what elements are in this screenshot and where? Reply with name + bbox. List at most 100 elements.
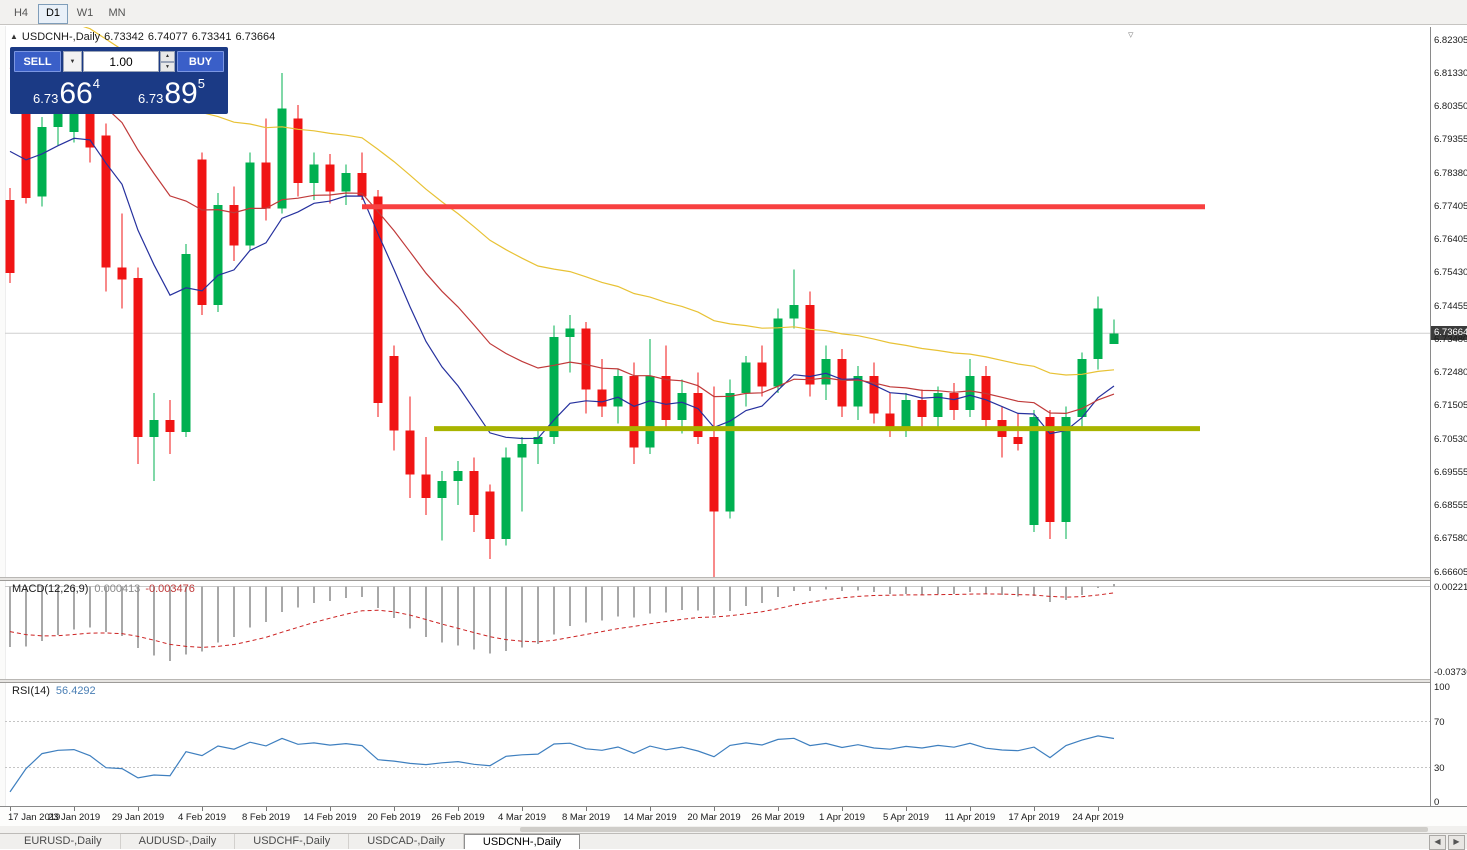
time-axis[interactable]: 17 Jan 2019 23 Jan 2019 29 Jan 2019 4 Feb 2… bbox=[0, 806, 1467, 826]
time-axis-tick bbox=[970, 807, 971, 811]
chart-workspace: ▲ USDCNH-,Daily 6.73342 6.74077 6.73341 6.736… bbox=[0, 26, 1467, 850]
date-label: 5 Apr 2019 bbox=[883, 812, 929, 823]
date-label: 11 Apr 2019 bbox=[944, 812, 996, 823]
main-chart-canvas[interactable] bbox=[5, 27, 1430, 577]
time-axis-tick bbox=[778, 807, 779, 811]
symbol-tab-usdcad[interactable]: USDCAD-,Daily bbox=[349, 834, 464, 849]
symbol-tab-eurusd[interactable]: EURUSD-,Daily bbox=[6, 834, 121, 849]
date-label: 1 Apr 2019 bbox=[819, 812, 865, 823]
time-axis-tick bbox=[330, 807, 331, 811]
date-label: 17 Jan 2019 bbox=[8, 812, 61, 823]
price-axis-label: 6.79355 bbox=[1434, 134, 1467, 145]
date-label: 23 Jan 2019 bbox=[47, 812, 101, 823]
symbol-tab-usdchf[interactable]: USDCHF-,Daily bbox=[235, 834, 350, 849]
price-axis-label: 6.82305 bbox=[1434, 35, 1467, 46]
timeframe-button-w1[interactable]: W1 bbox=[76, 7, 94, 19]
date-label: 17 Apr 2019 bbox=[1008, 812, 1060, 823]
symbol-tab-audusd[interactable]: AUDUSD-,Daily bbox=[121, 834, 236, 849]
date-label: 26 Mar 2019 bbox=[751, 812, 805, 823]
volume-dropdown[interactable]: ▼ bbox=[63, 51, 82, 72]
date-label: 8 Mar 2019 bbox=[561, 812, 611, 823]
price-axis-label: 6.76405 bbox=[1434, 234, 1467, 245]
price-axis-label: 6.81330 bbox=[1434, 68, 1467, 79]
volume-stepper: ▲ ▼ bbox=[160, 51, 175, 72]
close-value: 6.73664 bbox=[235, 31, 276, 43]
rsi-panel-resize-handle[interactable] bbox=[0, 679, 1467, 683]
symbol-period-label: USDCNH-,Daily bbox=[21, 31, 101, 43]
timeframe-button-d1[interactable]: D1 bbox=[38, 4, 68, 24]
date-label: 14 Mar 2019 bbox=[623, 812, 677, 823]
rsi-axis-label: 100 bbox=[1434, 682, 1450, 693]
ohlc-header: ▲ USDCNH-,Daily 6.73342 6.74077 6.73341 6.736… bbox=[10, 31, 279, 43]
time-axis-tick bbox=[1098, 807, 1099, 811]
timeframe-toolbar: H4 D1 W1 MN bbox=[0, 0, 1467, 25]
date-label: 8 Feb 2019 bbox=[241, 812, 291, 823]
macd-canvas[interactable] bbox=[5, 581, 1430, 679]
sell-price-display: 6.73 66 4 bbox=[33, 76, 100, 110]
time-axis-tick bbox=[74, 807, 75, 811]
price-axis[interactable]: 6.73664 6.82305 6.81330 6.80350 6.79355 6.78… bbox=[1430, 27, 1467, 808]
price-axis-label: 6.80350 bbox=[1434, 101, 1467, 112]
time-axis-tick bbox=[138, 807, 139, 811]
chart-tab-bar: EURUSD-,Daily AUDUSD-,Daily USDCHF-,Daily U… bbox=[0, 833, 1467, 850]
date-label: 14 Feb 2019 bbox=[303, 812, 357, 823]
price-axis-label: 6.70530 bbox=[1434, 434, 1467, 445]
scrollbar-thumb[interactable] bbox=[520, 827, 1428, 832]
price-axis-label: 6.71505 bbox=[1434, 400, 1467, 411]
horizontal-scrollbar[interactable] bbox=[0, 826, 1467, 833]
buy-button[interactable]: BUY bbox=[177, 51, 224, 72]
tab-spacer bbox=[580, 834, 1429, 849]
time-axis-tick bbox=[266, 807, 267, 811]
price-axis-label: 6.75430 bbox=[1434, 267, 1467, 278]
stepper-down-icon[interactable]: ▼ bbox=[160, 61, 175, 72]
price-axis-label: 6.74455 bbox=[1434, 301, 1467, 312]
tab-scroll-right-icon[interactable]: ▶ bbox=[1448, 835, 1465, 850]
price-axis-label: 6.69555 bbox=[1434, 467, 1467, 478]
open-value: 6.73342 bbox=[104, 31, 144, 43]
one-click-toggle-icon[interactable]: ▲ bbox=[10, 32, 18, 41]
timeframe-button-mn[interactable]: MN bbox=[108, 7, 126, 19]
low-value: 6.73341 bbox=[191, 31, 232, 43]
sell-button[interactable]: SELL bbox=[14, 51, 61, 72]
volume-input[interactable] bbox=[83, 51, 159, 72]
time-axis-tick bbox=[202, 807, 203, 811]
tab-scroll-left-icon[interactable]: ◀ bbox=[1429, 835, 1446, 850]
price-axis-label: 6.66605 bbox=[1434, 567, 1467, 578]
date-label: 4 Feb 2019 bbox=[177, 812, 227, 823]
macd-indicator-label: MACD(12,26,9) 0.000413 -0.003476 bbox=[12, 583, 195, 595]
price-axis-label: 6.78380 bbox=[1434, 168, 1467, 179]
macd-axis-label: 0.002212 bbox=[1434, 582, 1467, 593]
date-label: 4 Mar 2019 bbox=[497, 812, 547, 823]
time-axis-tick bbox=[906, 807, 907, 811]
time-axis-tick bbox=[1034, 807, 1035, 811]
time-axis-tick bbox=[10, 807, 11, 811]
time-axis-tick bbox=[842, 807, 843, 811]
time-axis-tick bbox=[458, 807, 459, 811]
macd-axis-label: -0.037368 bbox=[1434, 667, 1467, 678]
macd-panel-resize-handle[interactable] bbox=[0, 577, 1467, 581]
date-label: 24 Apr 2019 bbox=[1072, 812, 1124, 823]
rsi-canvas[interactable] bbox=[5, 683, 1430, 806]
rsi-axis-label: 70 bbox=[1434, 717, 1445, 728]
time-axis-tick bbox=[394, 807, 395, 811]
price-axis-label: 6.67580 bbox=[1434, 533, 1467, 544]
current-price-badge: 6.73664 bbox=[1431, 326, 1467, 340]
chart-left-frame bbox=[0, 26, 6, 806]
date-label: 29 Jan 2019 bbox=[111, 812, 165, 823]
date-label: 26 Feb 2019 bbox=[431, 812, 485, 823]
time-axis-tick bbox=[714, 807, 715, 811]
high-value: 6.74077 bbox=[147, 31, 188, 43]
stepper-up-icon[interactable]: ▲ bbox=[160, 51, 175, 62]
price-axis-label: 6.77405 bbox=[1434, 201, 1467, 212]
chart-shift-marker-icon[interactable]: ▿ bbox=[1128, 29, 1134, 41]
time-axis-tick bbox=[522, 807, 523, 811]
symbol-tab-usdcnh[interactable]: USDCNH-,Daily bbox=[463, 834, 581, 849]
rsi-axis-label: 0 bbox=[1434, 797, 1440, 808]
rsi-indicator-label: RSI(14) 56.4292 bbox=[12, 685, 96, 697]
timeframe-button-h4[interactable]: H4 bbox=[13, 7, 29, 19]
date-label: 20 Feb 2019 bbox=[367, 812, 421, 823]
price-axis-label: 6.72480 bbox=[1434, 367, 1467, 378]
time-axis-tick bbox=[650, 807, 651, 811]
date-label: 20 Mar 2019 bbox=[687, 812, 741, 823]
